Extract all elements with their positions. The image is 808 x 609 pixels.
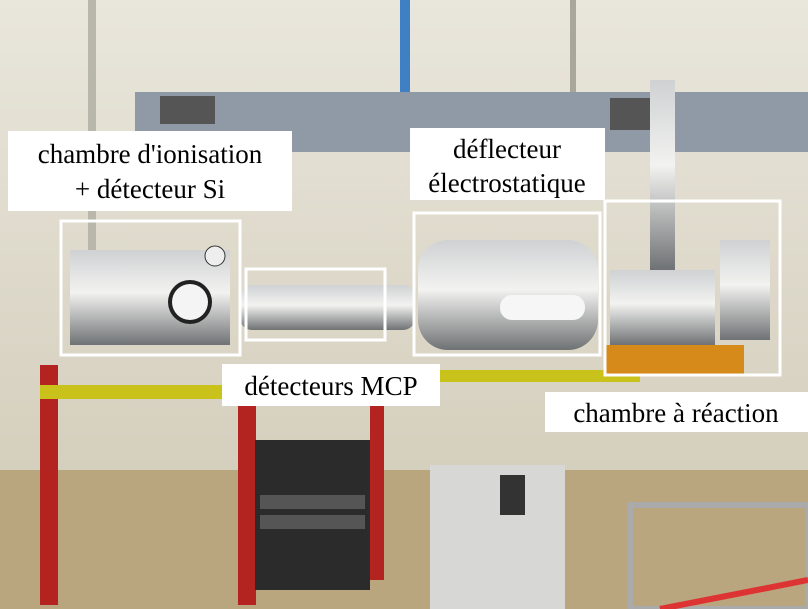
label-line: + détecteur Si: [75, 174, 225, 204]
label-line: détecteurs MCP: [244, 371, 417, 401]
label-line: électrostatique: [428, 168, 585, 198]
label-line: déflecteur: [453, 134, 561, 164]
label-line: chambre à réaction: [573, 398, 779, 428]
label-background: [222, 364, 440, 406]
region-box: [59, 219, 242, 357]
label-background: [410, 128, 605, 200]
region-box: [244, 267, 387, 342]
region-box: [603, 199, 782, 377]
region-box: [412, 211, 602, 357]
region-boxes: [59, 199, 782, 377]
label-background: [545, 392, 808, 432]
labels: chambre d'ionisation + détecteur Si défl…: [8, 128, 808, 432]
label-background: [8, 131, 292, 211]
label-line: chambre d'ionisation: [38, 139, 263, 169]
